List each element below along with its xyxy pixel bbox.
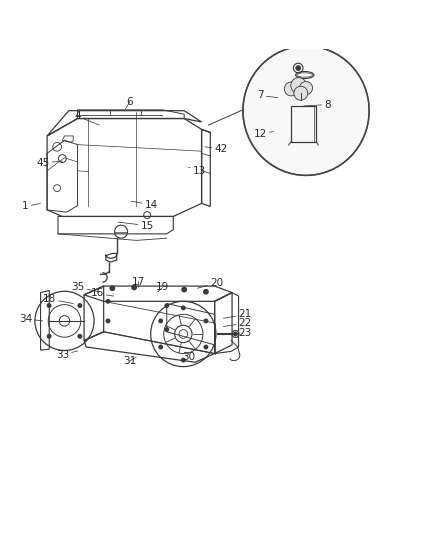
Text: 6: 6: [125, 97, 133, 109]
Circle shape: [165, 304, 169, 308]
Text: 23: 23: [223, 328, 252, 337]
Circle shape: [78, 304, 81, 307]
Text: 31: 31: [123, 356, 136, 366]
Circle shape: [182, 306, 185, 310]
Circle shape: [165, 328, 169, 332]
Circle shape: [291, 78, 307, 93]
Text: 20: 20: [197, 278, 223, 288]
Circle shape: [106, 319, 110, 322]
Circle shape: [284, 82, 298, 96]
Text: 42: 42: [205, 144, 228, 154]
Text: 8: 8: [304, 100, 331, 110]
Text: 18: 18: [42, 294, 73, 304]
Circle shape: [132, 285, 136, 289]
Text: 13: 13: [188, 166, 206, 176]
Circle shape: [78, 335, 81, 338]
Text: 21: 21: [223, 309, 252, 319]
Text: 12: 12: [254, 129, 273, 139]
Circle shape: [47, 304, 51, 307]
Circle shape: [106, 300, 110, 303]
Text: 34: 34: [19, 314, 43, 324]
Text: 19: 19: [156, 282, 169, 293]
Text: 7: 7: [257, 91, 278, 100]
Circle shape: [159, 319, 162, 322]
Circle shape: [294, 86, 308, 100]
Circle shape: [296, 66, 300, 70]
Text: 15: 15: [118, 221, 154, 231]
Circle shape: [300, 82, 313, 94]
Text: 33: 33: [56, 350, 78, 360]
Ellipse shape: [243, 46, 369, 175]
Text: 30: 30: [179, 352, 195, 361]
Text: 17: 17: [132, 277, 145, 287]
Text: 1: 1: [22, 201, 41, 212]
Circle shape: [204, 345, 208, 349]
Circle shape: [182, 287, 186, 292]
Circle shape: [110, 286, 115, 290]
Text: 35: 35: [71, 282, 99, 293]
Circle shape: [182, 358, 185, 362]
Text: 4: 4: [74, 111, 99, 125]
Text: 14: 14: [131, 200, 158, 209]
Circle shape: [47, 335, 51, 338]
Circle shape: [159, 345, 162, 349]
Text: 16: 16: [91, 288, 114, 298]
Circle shape: [234, 332, 237, 336]
Circle shape: [204, 319, 208, 322]
Text: 22: 22: [223, 318, 252, 328]
Text: 45: 45: [36, 158, 62, 168]
Circle shape: [204, 289, 208, 294]
